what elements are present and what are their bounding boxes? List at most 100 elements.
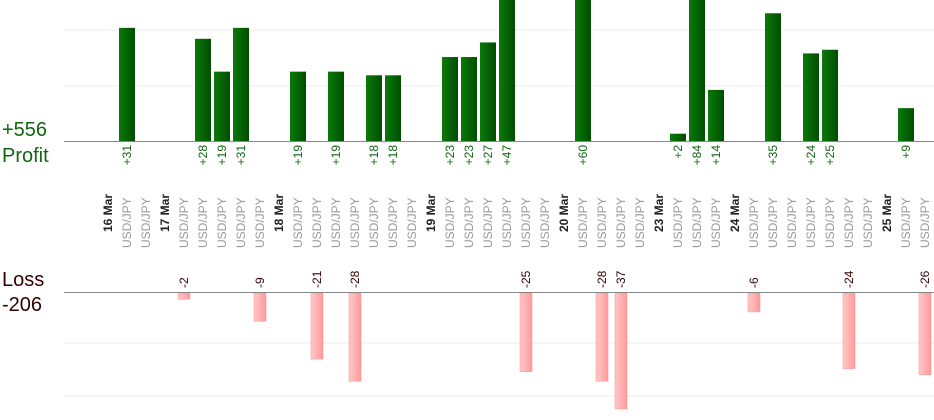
profit-value-label: +47 (500, 145, 514, 166)
loss-value-label: -25 (519, 270, 533, 288)
profit-bar (461, 57, 477, 141)
profit-value-label: +18 (367, 145, 381, 166)
profit-bar (195, 38, 211, 141)
instrument-label: USD/JPY (842, 197, 856, 248)
instrument-label: USD/JPY (291, 197, 305, 248)
loss-value-label: -21 (310, 270, 324, 288)
loss-value-label: -26 (918, 270, 932, 288)
profit-value-label: +24 (804, 145, 818, 166)
instrument-label: USD/JPY (595, 197, 609, 248)
instrument-label: USD/JPY (918, 197, 932, 248)
profit-value-label: +28 (196, 145, 210, 166)
instrument-label: USD/JPY (785, 197, 799, 248)
instrument-label: USD/JPY (614, 197, 628, 248)
profit-label: Profit (2, 145, 49, 167)
instrument-label: USD/JPY (804, 197, 818, 248)
date-label: 17 Mar (158, 194, 172, 232)
profit-value-label: +25 (823, 145, 837, 166)
profit-value-label: +2 (671, 145, 685, 159)
profit-bar (385, 75, 401, 141)
profit-value-label: +9 (899, 145, 913, 159)
loss-value-label: -28 (348, 270, 362, 288)
axes (64, 141, 934, 293)
instrument-label: USD/JPY (709, 197, 723, 248)
profit-value-label: +31 (120, 145, 134, 166)
loss-label: Loss (2, 269, 45, 291)
instrument-label: USD/JPY (405, 197, 419, 248)
profit-bars (119, 0, 914, 142)
profit-bar (119, 27, 135, 142)
loss-bar (310, 292, 324, 360)
loss-total: -206 (2, 294, 43, 316)
loss-bar (595, 292, 609, 382)
profit-bar (822, 49, 838, 141)
instrument-label: USD/JPY (519, 197, 533, 248)
instrument-label: USD/JPY (633, 197, 647, 248)
date-label: 24 Mar (728, 194, 742, 232)
date-label: 20 Mar (557, 194, 571, 232)
instrument-label: USD/JPY (690, 197, 704, 248)
loss-bar (842, 292, 856, 369)
loss-bars (177, 292, 932, 410)
loss-bar (747, 292, 761, 313)
date-label: 16 Mar (101, 194, 115, 232)
profit-bar (214, 71, 230, 141)
profit-bar (328, 71, 344, 141)
profit-total: +556 (2, 119, 48, 141)
loss-value-label: -28 (595, 270, 609, 288)
profit-bar (499, 0, 515, 142)
profit-bar (898, 108, 914, 141)
instrument-label: USD/JPY (310, 197, 324, 248)
profit-bar (233, 27, 249, 142)
instrument-label: USD/JPY (576, 197, 590, 248)
instrument-label: USD/JPY (481, 197, 495, 248)
date-label: 25 Mar (880, 194, 894, 232)
profit-bar (290, 71, 306, 141)
instrument-label: USD/JPY (462, 197, 476, 248)
profit-bar (708, 89, 724, 141)
profit-bar (670, 133, 686, 141)
profit-bar (575, 0, 591, 141)
instrument-label: USD/JPY (671, 197, 685, 248)
loss-value-label: -9 (253, 277, 267, 288)
profit-value-label: +23 (462, 145, 476, 166)
profit-value-label: +35 (766, 145, 780, 166)
loss-value-label: -37 (614, 270, 628, 288)
instrument-label: USD/JPY (196, 197, 210, 248)
profit-value-label: +18 (386, 145, 400, 166)
instrument-label: USD/JPY (538, 197, 552, 248)
instrument-label: USD/JPY (348, 197, 362, 248)
instrument-label: USD/JPY (215, 197, 229, 248)
instrument-label: USD/JPY (899, 197, 913, 248)
loss-bar (253, 292, 267, 322)
instrument-label: USD/JPY (234, 197, 248, 248)
profit-value-label: +19 (291, 145, 305, 166)
instrument-label: USD/JPY (253, 197, 267, 248)
date-label: 19 Mar (424, 194, 438, 232)
labels: +31 +28 +19 +31 +19 +19 +18 +18 +23 +23 +27 +47 +60 +… (101, 145, 932, 288)
loss-bar (614, 292, 628, 410)
profit-value-label: +60 (576, 145, 590, 166)
profit-value-label: +84 (690, 145, 704, 166)
loss-value-label: -6 (747, 277, 761, 288)
instrument-label: USD/JPY (766, 197, 780, 248)
instrument-label: USD/JPY (177, 197, 191, 248)
loss-bar (348, 292, 362, 382)
profit-bar (803, 53, 819, 141)
instrument-label: USD/JPY (139, 197, 153, 248)
profit-bar (442, 57, 458, 141)
date-label: 23 Mar (652, 194, 666, 232)
profit-bar (765, 13, 781, 141)
instrument-label: USD/JPY (367, 197, 381, 248)
profit-value-label: +19 (329, 145, 343, 166)
instrument-label: USD/JPY (861, 197, 875, 248)
profit-bar (689, 0, 705, 141)
loss-value-label: -2 (177, 277, 191, 288)
instrument-label: USD/JPY (120, 197, 134, 248)
profit-bar (366, 75, 382, 141)
instrument-label: USD/JPY (747, 197, 761, 248)
profit-value-label: +23 (443, 145, 457, 166)
loss-bar (918, 292, 932, 376)
profit-value-label: +14 (709, 145, 723, 166)
date-label: 18 Mar (272, 194, 286, 232)
